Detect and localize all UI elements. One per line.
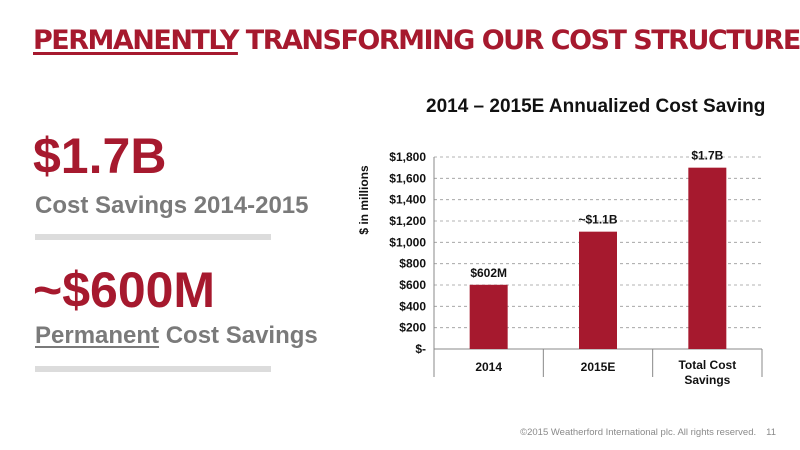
x-tick-label: 2014 <box>475 360 502 374</box>
stat-permanent-savings-value: ~$600M <box>33 262 216 318</box>
bar-data-label: $602M <box>470 266 507 280</box>
bar <box>688 167 727 349</box>
slide-title-emphasis: Permanently <box>33 25 239 56</box>
slide-title: Permanently Transforming our Cost Struct… <box>33 24 800 58</box>
y-tick-label: $1,600 <box>389 171 426 185</box>
x-tick-label: 2015E <box>581 360 616 374</box>
y-tick-label: $200 <box>399 321 426 335</box>
y-axis-label: $ in millions <box>357 165 371 235</box>
x-tick-label-line1: Total Cost <box>678 358 736 372</box>
bar <box>579 231 617 349</box>
y-tick-label: $1,000 <box>389 235 426 249</box>
bar-data-label: $1.7B <box>691 149 723 163</box>
y-tick-label: $1,800 <box>389 150 426 164</box>
stat-permanent-underlined-word: Permanent <box>35 322 160 349</box>
copyright-text: ©2015 Weatherford International plc. All… <box>520 427 757 438</box>
stat-total-savings-value: $1.7B <box>33 128 167 184</box>
slide-title-rest: Transforming our Cost Structure <box>237 25 800 56</box>
stat-permanent-label-rest: Cost Savings <box>159 322 318 349</box>
y-tick-label: $1,200 <box>389 214 426 228</box>
stat-permanent-savings-label: Permanent Cost Savings <box>35 322 318 350</box>
divider-rule <box>35 234 271 240</box>
x-tick-label-line2: Savings <box>684 373 730 387</box>
bar <box>469 284 508 349</box>
y-tick-label: $400 <box>399 299 426 313</box>
y-tick-label: $600 <box>399 278 426 292</box>
y-tick-label: $800 <box>399 257 426 271</box>
footer: ©2015 Weatherford International plc. All… <box>520 427 776 438</box>
stat-total-savings-label: Cost Savings 2014-2015 <box>35 192 309 219</box>
chart-title: 2014 – 2015E Annualized Cost Saving <box>426 96 766 117</box>
bar-data-label: ~$1.1B <box>578 213 617 227</box>
y-tick-label: $1,400 <box>389 193 426 207</box>
divider-rule-2 <box>35 366 271 372</box>
page-number: 11 <box>766 427 776 438</box>
y-tick-label: $- <box>415 342 426 356</box>
